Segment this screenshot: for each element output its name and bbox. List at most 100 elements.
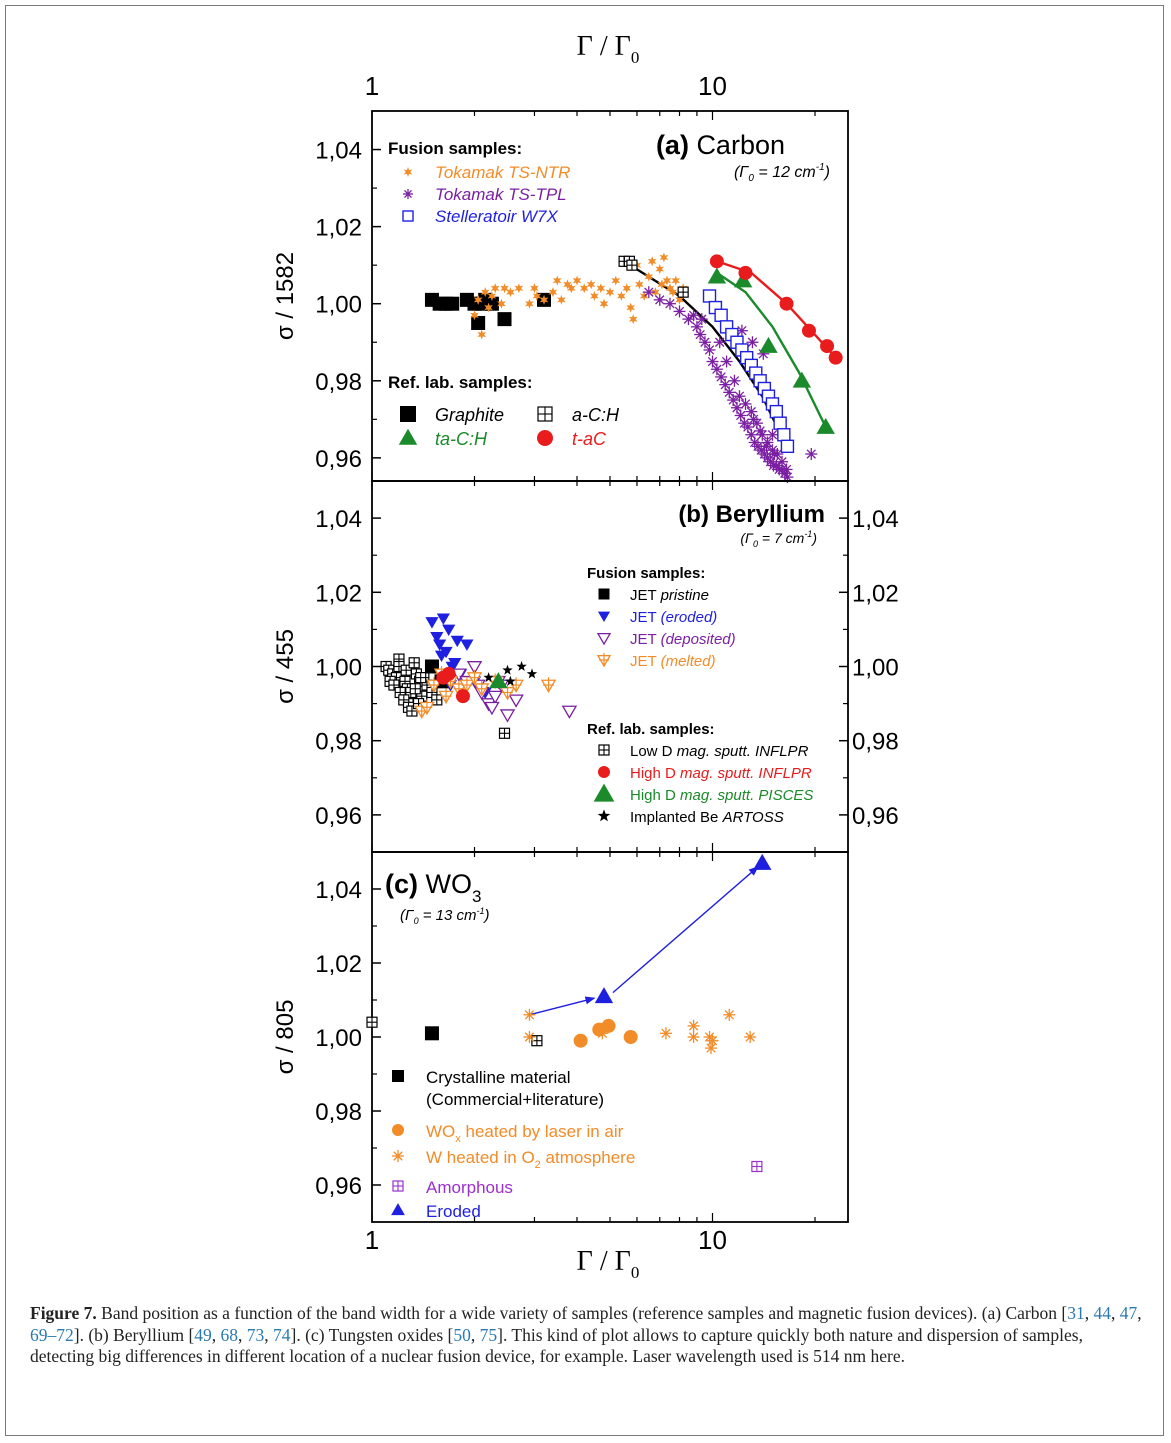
data-point xyxy=(506,287,515,298)
gamma-rest: = 12 cm xyxy=(754,164,816,181)
y-tick-label: 0,98 xyxy=(315,369,362,396)
legend-marker xyxy=(537,406,553,422)
gamma-rest: = 13 cm xyxy=(419,907,477,924)
y-tick-label: 1,00 xyxy=(315,655,362,682)
data-point-stroke xyxy=(706,1043,716,1053)
data-point-shape xyxy=(466,661,483,675)
data-point xyxy=(450,635,464,648)
data-point-shape xyxy=(442,624,456,636)
data-point xyxy=(760,440,773,453)
data-point xyxy=(617,291,626,301)
caption-reference-link[interactable]: 47 xyxy=(1119,1303,1138,1323)
data-point-shape xyxy=(611,275,621,286)
data-point xyxy=(739,397,752,410)
data-point xyxy=(773,416,787,430)
data-point xyxy=(623,1030,638,1044)
panel-title-text: Carbon xyxy=(696,130,785,160)
caption-reference-link[interactable]: 50 xyxy=(453,1324,471,1345)
caption-reference-link[interactable]: 75 xyxy=(479,1324,498,1345)
data-point xyxy=(626,259,638,271)
caption-reference-link[interactable]: 69–72 xyxy=(30,1324,74,1345)
data-point xyxy=(532,291,542,301)
data-point-stroke xyxy=(735,410,746,421)
data-point-shape xyxy=(644,271,654,282)
series-wox-heated-by-laser-in-air xyxy=(573,1018,638,1048)
data-point xyxy=(430,632,444,644)
gamma-sub: 0 xyxy=(414,916,419,926)
y-axis-label: σ / 455 xyxy=(272,629,299,704)
caption-reference-link[interactable]: 68 xyxy=(220,1324,239,1345)
caption-refs-b: 49, 68, 73, 74 xyxy=(194,1325,290,1345)
data-point xyxy=(442,624,456,636)
data-point-shape xyxy=(777,428,791,442)
data-point xyxy=(792,371,812,388)
data-point-stroke xyxy=(524,1010,535,1020)
data-point-shape xyxy=(516,661,527,671)
data-point xyxy=(820,339,835,354)
data-point-shape xyxy=(424,1026,439,1041)
caption-reference-link[interactable]: 49 xyxy=(194,1324,212,1345)
panel-title-bold: (a) xyxy=(656,130,697,160)
data-point-stroke xyxy=(729,376,740,386)
caption-reference-link[interactable]: 73 xyxy=(246,1324,265,1345)
series-jet-deposited- xyxy=(451,661,578,723)
data-point xyxy=(525,298,534,309)
data-point-shape xyxy=(622,283,632,294)
data-point-shape xyxy=(508,694,524,708)
data-point-shape xyxy=(489,672,508,689)
data-point xyxy=(445,296,460,311)
right-y-tick-label: 1,00 xyxy=(852,655,899,682)
data-point-shape xyxy=(601,1018,616,1033)
legend-marker-shape xyxy=(537,430,553,446)
legend-label-plain: JET xyxy=(630,653,661,670)
data-point xyxy=(484,701,500,716)
data-point xyxy=(425,617,439,629)
legend-marker xyxy=(597,611,611,623)
data-point-stroke xyxy=(748,414,759,425)
gamma-sup: -1 xyxy=(477,906,485,916)
caption-reference-separator: , xyxy=(1084,1303,1094,1323)
data-point-shape xyxy=(779,296,794,311)
data-point-stroke xyxy=(743,422,753,432)
data-point xyxy=(781,471,794,484)
data-point-shape xyxy=(590,291,599,301)
data-point xyxy=(635,279,644,290)
data-point xyxy=(441,666,456,681)
data-point xyxy=(552,275,562,286)
data-point-shape xyxy=(455,689,470,704)
data-point xyxy=(415,672,427,684)
data-point-stroke xyxy=(700,337,710,347)
data-point xyxy=(745,405,758,418)
data-point xyxy=(487,291,497,301)
y-tick-label: 1,04 xyxy=(315,138,362,165)
data-point-shape xyxy=(525,298,534,309)
data-point xyxy=(400,664,412,676)
legend-label: a-C:H xyxy=(572,405,620,425)
data-point xyxy=(733,390,746,403)
caption-reference-link[interactable]: 74 xyxy=(273,1324,291,1345)
data-point-stroke xyxy=(771,460,782,471)
data-point xyxy=(647,256,657,267)
data-point xyxy=(567,283,576,294)
caption-reference-link[interactable]: 31 xyxy=(1067,1303,1085,1323)
data-point xyxy=(499,709,516,723)
data-point xyxy=(473,294,483,305)
data-point xyxy=(590,291,599,301)
data-point xyxy=(572,275,582,286)
data-point xyxy=(459,677,475,693)
y-tick-label: 0,96 xyxy=(315,803,362,830)
legend-marker-shape xyxy=(402,210,414,222)
legend-label-italic: mag. sputt. INFLPR xyxy=(677,743,809,760)
legend-marker-shape xyxy=(391,1203,405,1216)
data-point xyxy=(675,294,684,305)
panel-b: 0,96 0,96 0,98 0,98 1,00 1,00 1,02 1,02 1,04 1,04… xyxy=(272,480,899,853)
data-point-shape xyxy=(702,289,717,303)
bottom-axis-title-sub: 0 xyxy=(631,1263,640,1282)
data-point-shape xyxy=(471,315,486,330)
data-point-shape xyxy=(561,705,578,719)
data-point xyxy=(523,1008,536,1021)
data-point xyxy=(433,639,447,651)
caption-reference-link[interactable]: 44 xyxy=(1093,1303,1111,1323)
data-point-stroke xyxy=(745,1032,755,1042)
data-point-stroke xyxy=(746,430,757,440)
